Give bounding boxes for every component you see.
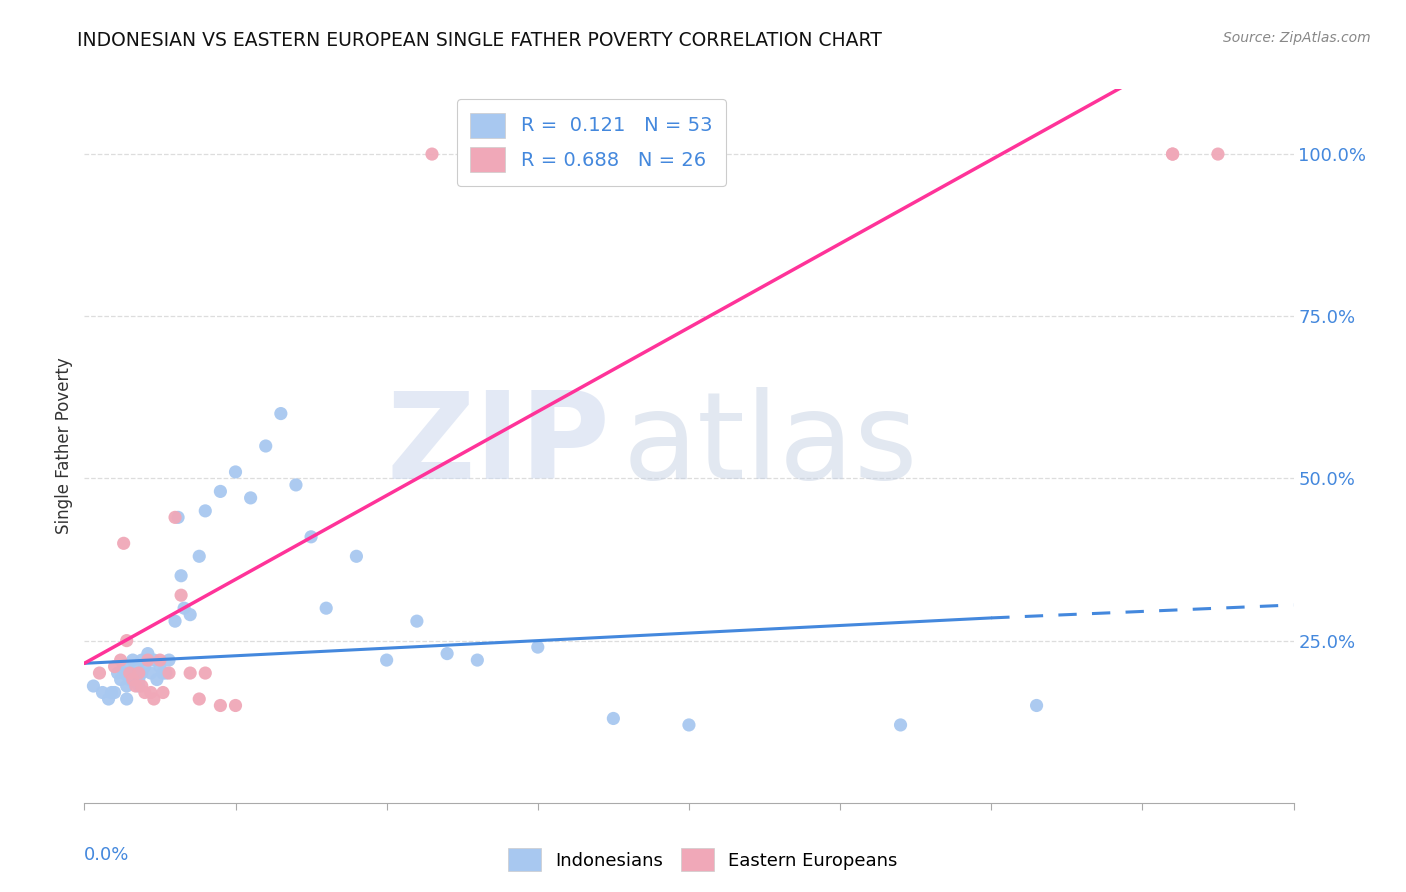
- Point: [89, 666, 111, 681]
- Point: [131, 653, 153, 667]
- Point: [602, 711, 624, 725]
- Point: [112, 536, 135, 550]
- Point: [209, 484, 232, 499]
- Point: [520, 147, 543, 161]
- Point: [131, 679, 153, 693]
- Point: [270, 407, 292, 421]
- Point: [142, 653, 165, 667]
- Point: [139, 666, 162, 681]
- Point: [118, 673, 141, 687]
- Y-axis label: Single Father Poverty: Single Father Poverty: [55, 358, 73, 534]
- Text: INDONESIAN VS EASTERN EUROPEAN SINGLE FATHER POVERTY CORRELATION CHART: INDONESIAN VS EASTERN EUROPEAN SINGLE FA…: [77, 31, 882, 50]
- Point: [225, 698, 247, 713]
- Point: [239, 491, 262, 505]
- Point: [194, 504, 217, 518]
- Point: [194, 666, 217, 681]
- Point: [110, 653, 132, 667]
- Point: [254, 439, 277, 453]
- Point: [131, 666, 153, 681]
- Point: [375, 653, 398, 667]
- Point: [142, 692, 165, 706]
- Point: [167, 510, 190, 524]
- Point: [121, 653, 143, 667]
- Point: [1025, 698, 1047, 713]
- Point: [155, 666, 177, 681]
- Legend: Indonesians, Eastern Europeans: Indonesians, Eastern Europeans: [501, 841, 905, 879]
- Point: [436, 647, 458, 661]
- Point: [112, 659, 135, 673]
- Point: [121, 666, 143, 681]
- Point: [125, 659, 148, 673]
- Point: [152, 666, 174, 681]
- Point: [128, 666, 150, 681]
- Point: [209, 698, 232, 713]
- Point: [678, 718, 700, 732]
- Point: [173, 601, 195, 615]
- Point: [170, 568, 193, 582]
- Point: [420, 147, 443, 161]
- Point: [406, 614, 429, 628]
- Point: [188, 692, 211, 706]
- Text: ZIP: ZIP: [387, 387, 610, 505]
- Point: [315, 601, 337, 615]
- Point: [97, 692, 120, 706]
- Point: [170, 588, 193, 602]
- Point: [104, 659, 127, 673]
- Point: [134, 685, 156, 699]
- Point: [115, 633, 138, 648]
- Point: [82, 679, 104, 693]
- Point: [136, 647, 159, 661]
- Point: [128, 679, 150, 693]
- Point: [152, 685, 174, 699]
- Point: [346, 549, 368, 564]
- Legend: R =  0.121   N = 53, R = 0.688   N = 26: R = 0.121 N = 53, R = 0.688 N = 26: [457, 99, 725, 186]
- Point: [157, 653, 180, 667]
- Point: [1161, 147, 1184, 161]
- Point: [890, 718, 912, 732]
- Point: [118, 666, 141, 681]
- Point: [146, 673, 169, 687]
- Text: 0.0%: 0.0%: [84, 846, 129, 863]
- Point: [128, 673, 150, 687]
- Point: [165, 614, 187, 628]
- Point: [157, 666, 180, 681]
- Point: [121, 673, 143, 687]
- Point: [481, 147, 503, 161]
- Point: [165, 510, 187, 524]
- Point: [125, 679, 148, 693]
- Point: [110, 673, 132, 687]
- Point: [107, 666, 129, 681]
- Point: [179, 666, 201, 681]
- Point: [149, 659, 172, 673]
- Point: [136, 653, 159, 667]
- Point: [527, 640, 550, 654]
- Point: [225, 465, 247, 479]
- Point: [149, 653, 172, 667]
- Point: [467, 653, 489, 667]
- Point: [115, 679, 138, 693]
- Point: [299, 530, 322, 544]
- Point: [1206, 147, 1229, 161]
- Point: [115, 692, 138, 706]
- Point: [112, 666, 135, 681]
- Point: [134, 659, 156, 673]
- Point: [91, 685, 114, 699]
- Point: [188, 549, 211, 564]
- Text: Source: ZipAtlas.com: Source: ZipAtlas.com: [1223, 31, 1371, 45]
- Point: [100, 685, 122, 699]
- Point: [139, 685, 162, 699]
- Point: [1161, 147, 1184, 161]
- Point: [104, 685, 127, 699]
- Point: [285, 478, 308, 492]
- Text: atlas: atlas: [623, 387, 918, 505]
- Point: [179, 607, 201, 622]
